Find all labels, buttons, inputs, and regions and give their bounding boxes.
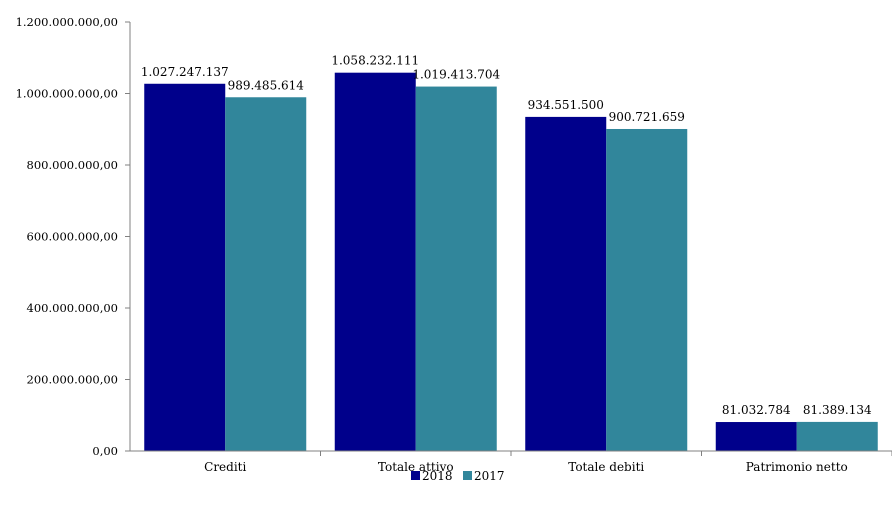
data-label: 1.027.247.137 bbox=[141, 65, 229, 79]
y-tick-label: 800.000.000,00 bbox=[27, 158, 118, 172]
data-label: 81.032.784 bbox=[722, 403, 791, 417]
data-label: 900.721.659 bbox=[609, 110, 685, 124]
data-label: 1.019.413.704 bbox=[412, 68, 500, 82]
x-tick-label: Patrimonio netto bbox=[746, 460, 848, 474]
data-label: 81.389.134 bbox=[803, 403, 872, 417]
bar-2018-3 bbox=[525, 116, 607, 452]
y-tick-label: 1.200.000.000,00 bbox=[16, 15, 118, 29]
bar-2017-3 bbox=[606, 128, 688, 451]
y-tick-label: 200.000.000,00 bbox=[27, 373, 118, 387]
legend-swatch-2018 bbox=[411, 471, 420, 480]
legend-label: 2017 bbox=[474, 469, 505, 483]
x-tick-label: Crediti bbox=[204, 460, 246, 474]
bar-2018-4 bbox=[715, 422, 797, 451]
bar-2017-2 bbox=[415, 86, 497, 451]
y-tick-label: 600.000.000,00 bbox=[27, 230, 118, 244]
data-label: 1.058.232.111 bbox=[331, 54, 419, 68]
x-tick-label: Totale debiti bbox=[568, 460, 644, 474]
legend-label: 2018 bbox=[422, 469, 453, 483]
y-tick-label: 1.000.000.000,00 bbox=[16, 87, 118, 101]
bar-2018-1 bbox=[144, 83, 226, 451]
y-tick-label: 0,00 bbox=[92, 444, 118, 458]
bar-2018-2 bbox=[334, 72, 416, 452]
legend-swatch-2017 bbox=[463, 471, 472, 480]
data-label: 989.485.614 bbox=[228, 78, 305, 92]
bar-2017-1 bbox=[225, 97, 307, 451]
y-tick-label: 400.000.000,00 bbox=[27, 301, 118, 315]
bar-2017-4 bbox=[796, 421, 878, 451]
x-tick-label: Totale attivo bbox=[378, 460, 454, 474]
data-label: 934.551.500 bbox=[528, 98, 604, 112]
